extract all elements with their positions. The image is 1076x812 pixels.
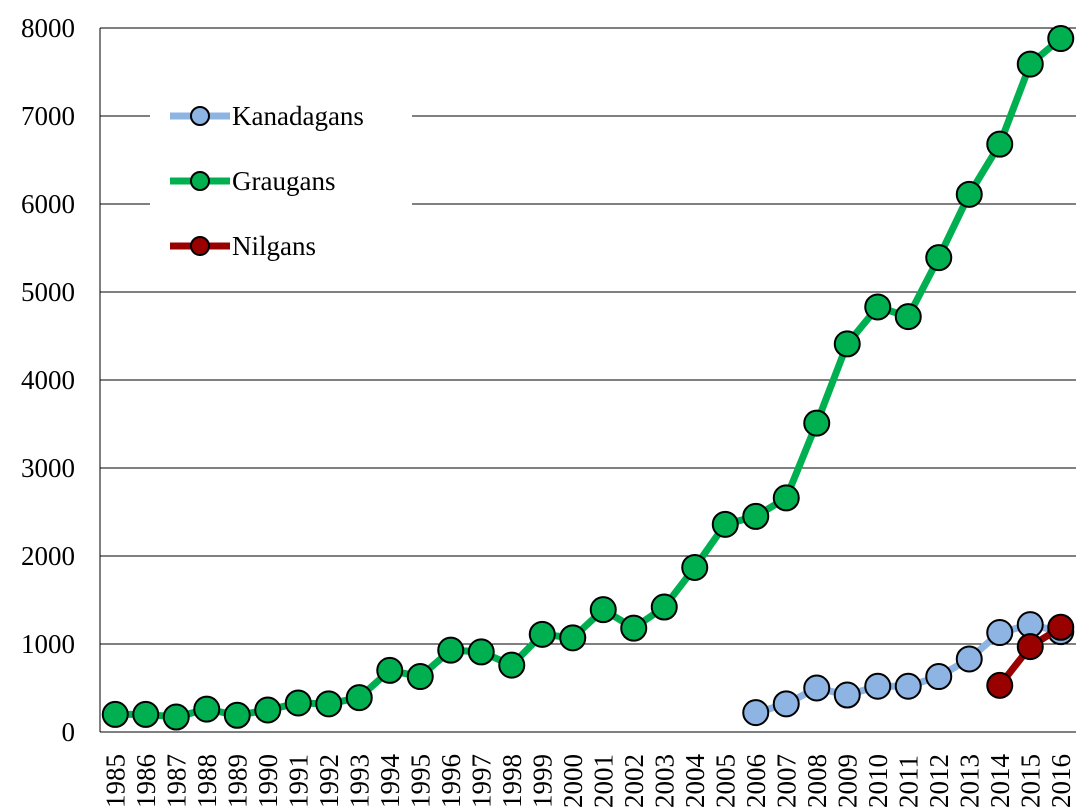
- legend-marker: [190, 236, 210, 256]
- x-tick-label: 1988: [192, 754, 222, 808]
- point: [284, 689, 312, 717]
- x-tick-label: 2009: [832, 754, 862, 808]
- point: [376, 656, 404, 684]
- x-tick-label: 2002: [619, 754, 649, 808]
- x-tick-label: 2015: [1015, 754, 1045, 808]
- point: [986, 671, 1014, 699]
- point: [437, 636, 465, 664]
- legend: Kanadagans Graugans Nilgans: [150, 88, 412, 274]
- point: [1047, 613, 1075, 641]
- x-tick-label: 2004: [680, 754, 710, 809]
- point: [467, 638, 495, 666]
- x-tick-label: 2012: [924, 754, 954, 808]
- x-tick-label: 2011: [893, 755, 923, 808]
- x-tick-label: 1987: [161, 754, 191, 808]
- x-tick-label: 2007: [771, 754, 801, 808]
- x-tick-label: 2010: [863, 754, 893, 808]
- x-tick-label: 1994: [375, 754, 405, 809]
- legend-marker: [190, 171, 210, 191]
- point: [528, 620, 556, 648]
- point: [955, 180, 983, 208]
- y-tick-label: 5000: [21, 277, 75, 307]
- y-tick-label: 1000: [21, 629, 75, 659]
- point: [833, 330, 861, 358]
- point: [162, 703, 190, 731]
- point: [772, 484, 800, 512]
- point: [681, 553, 709, 581]
- legend-marker: [190, 106, 210, 126]
- x-tick-label: 2000: [558, 754, 588, 808]
- x-tick-label: 2005: [710, 754, 740, 808]
- point: [772, 690, 800, 718]
- point: [345, 684, 373, 712]
- x-tick-label: 1985: [100, 754, 130, 808]
- point: [254, 696, 282, 724]
- point: [742, 699, 770, 727]
- x-tick-label: 1999: [527, 754, 557, 808]
- x-tick-label: 1998: [497, 754, 527, 808]
- point: [1047, 25, 1075, 53]
- point: [803, 409, 831, 437]
- point: [894, 303, 922, 331]
- y-tick-label: 6000: [21, 189, 75, 219]
- legend-label: Nilgans: [232, 231, 316, 261]
- point: [406, 663, 434, 691]
- y-tick-label: 4000: [21, 365, 75, 395]
- legend-label: Graugans: [232, 166, 335, 196]
- point: [101, 700, 129, 728]
- point: [1016, 50, 1044, 78]
- point: [223, 701, 251, 729]
- y-tick-label: 2000: [21, 541, 75, 571]
- x-tick-label: 1992: [314, 754, 344, 808]
- point: [498, 651, 526, 679]
- x-tick-label: 2006: [741, 754, 771, 808]
- x-tick-label: 2013: [954, 754, 984, 808]
- point: [742, 502, 770, 530]
- point: [620, 614, 648, 642]
- legend-label: Kanadagans: [232, 101, 364, 131]
- x-tick-label: 1995: [405, 754, 435, 808]
- point: [833, 681, 861, 709]
- point: [193, 695, 221, 723]
- point: [589, 596, 617, 624]
- point: [955, 645, 983, 673]
- point: [132, 700, 160, 728]
- x-tick-label: 1991: [283, 754, 313, 808]
- y-tick-label: 7000: [21, 101, 75, 131]
- point: [864, 672, 892, 700]
- x-tick-label: 1996: [436, 754, 466, 808]
- point: [925, 244, 953, 272]
- point: [650, 593, 678, 621]
- point: [925, 663, 953, 691]
- x-tick-label: 2003: [649, 754, 679, 808]
- x-tick-label: 1989: [222, 754, 252, 808]
- point: [986, 130, 1014, 158]
- point: [315, 690, 343, 718]
- y-tick-label: 0: [62, 717, 76, 747]
- x-tick-label: 2001: [588, 754, 618, 808]
- x-tick-label: 1986: [131, 754, 161, 808]
- point: [894, 672, 922, 700]
- point: [559, 624, 587, 652]
- y-tick-label: 3000: [21, 453, 75, 483]
- x-tick-label: 1997: [466, 754, 496, 808]
- x-tick-label: 1990: [253, 754, 283, 808]
- x-tick-label: 2016: [1046, 754, 1076, 808]
- point: [986, 619, 1014, 647]
- x-tick-label: 2008: [802, 754, 832, 808]
- point: [1016, 633, 1044, 661]
- point: [803, 674, 831, 702]
- point: [864, 293, 892, 321]
- y-tick-label: 8000: [21, 13, 75, 43]
- x-tick-label: 2014: [985, 754, 1015, 809]
- x-tick-label: 1993: [344, 754, 374, 808]
- point: [711, 510, 739, 538]
